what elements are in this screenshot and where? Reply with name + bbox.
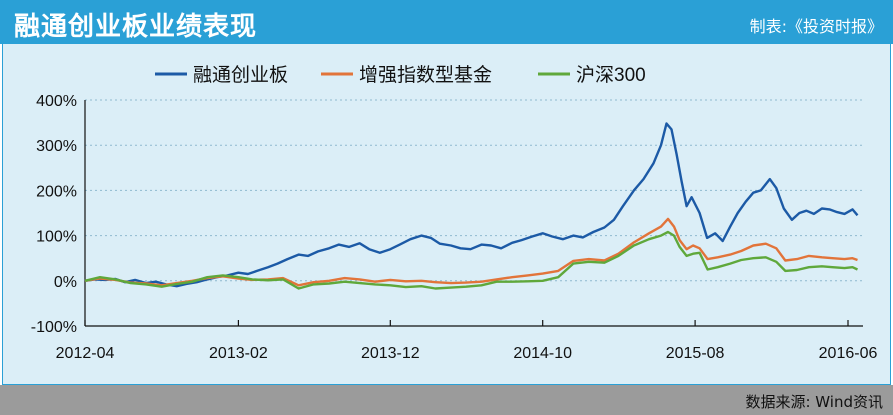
y-tick-label: 200% — [36, 183, 77, 200]
axes: -100% 0% 100% 200% 300% 400% 2012-04 2013-02 201… — [31, 93, 878, 362]
x-tick-label: 2014-10 — [513, 345, 572, 362]
y-tick-label: -100% — [31, 319, 77, 336]
data-source: 数据来源: Wind资讯 — [745, 393, 883, 411]
y-tick-label: 100% — [36, 229, 77, 246]
x-tick-label: 2013-02 — [209, 345, 268, 362]
y-tick-label: 300% — [36, 138, 77, 155]
series-lines — [84, 122, 859, 290]
line-chart: -100% 0% 100% 200% 300% 400% 2012-04 2013-02 201… — [31, 64, 878, 362]
chart-panel: -100% 0% 100% 200% 300% 400% 2012-04 2013-02 201… — [2, 44, 891, 385]
x-tick-label: 2012-04 — [56, 345, 115, 362]
legend: 融通创业板 增强指数型基金 沪深300 — [155, 64, 646, 86]
y-tick-label: 400% — [36, 93, 77, 110]
legend-label: 沪深300 — [576, 64, 646, 86]
grid-lines — [85, 99, 863, 282]
source-bar: 数据来源: Wind资讯 — [0, 385, 893, 415]
x-tick-label: 2016-06 — [819, 345, 878, 362]
chart-title: 融通创业板业绩表现 — [14, 12, 258, 42]
series-line-3 — [84, 230, 859, 290]
series-line-1 — [84, 122, 859, 288]
series-line-2 — [84, 217, 858, 287]
legend-label: 增强指数型基金 — [359, 64, 492, 86]
producer-credit: 制表:《投资时报》 — [749, 17, 883, 36]
y-tick-label: 0% — [54, 274, 77, 291]
title-bar: 融通创业板业绩表现 制表:《投资时报》 — [0, 0, 893, 44]
legend-label: 融通创业板 — [193, 64, 288, 86]
x-tick-label: 2013-12 — [361, 345, 420, 362]
x-tick-label: 2015-08 — [666, 345, 725, 362]
